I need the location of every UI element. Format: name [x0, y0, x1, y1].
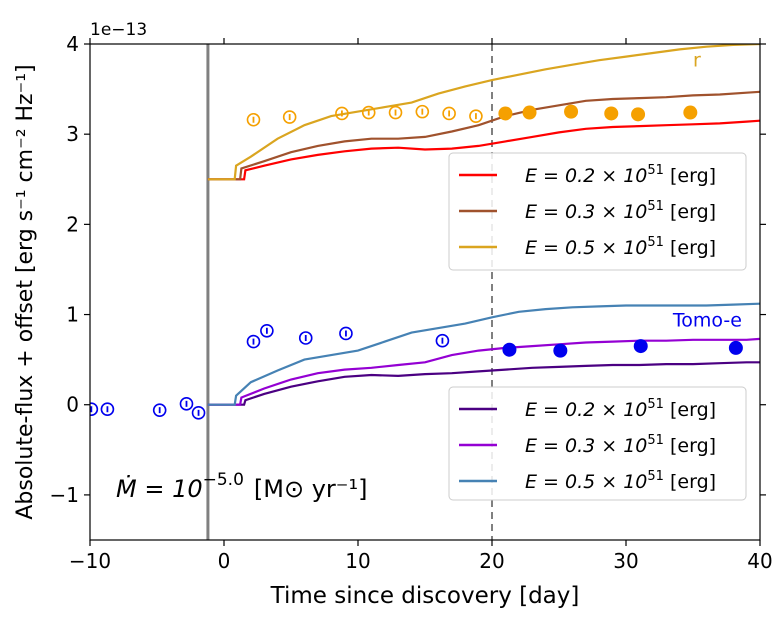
svg-text:E = 0.3 × 1051 [erg]: E = 0.3 × 1051 [erg]: [525, 433, 716, 457]
plot-frame: [89, 43, 761, 541]
open-point-r-3: [361, 105, 376, 120]
open-point-tomoe-3: [179, 397, 194, 411]
legend-entry-0-1: E = 0.3 × 1051 [erg]: [459, 199, 716, 223]
mdot-unit: [M⊙ yr⁻¹]: [254, 475, 368, 503]
y-tick-label-1: 0: [66, 393, 79, 417]
legend-entry-0-0: E = 0.2 × 1051 [erg]: [459, 163, 716, 187]
open-point-r-4: [388, 105, 403, 120]
y-tick-label-3: 2: [66, 212, 79, 236]
series-line-1: [207, 90, 760, 181]
filled-point-r-3: [604, 106, 619, 121]
legend-right-lower: E = 0.2 × 1051 [erg] E = 0.3 × 1051 [erg]…: [448, 386, 747, 501]
filled-point-r-1: [522, 105, 537, 120]
series-lines: [207, 44, 760, 406]
x-tick-label-4: 30: [613, 549, 638, 573]
mdot-prefix: Ṁ = 10: [116, 474, 203, 503]
filled-point-tomoe-3: [728, 340, 743, 355]
mdot-exponent: −5.0: [203, 470, 244, 490]
x-axis-label: Time since discovery [day]: [270, 583, 580, 609]
mdot-annotation: Ṁ = 10−5.0 [M⊙ yr⁻¹]: [116, 470, 367, 503]
band-label-r: r: [693, 50, 701, 72]
legend-entry-1-1: E = 0.3 × 1051 [erg]: [459, 433, 716, 457]
legends: E = 0.2 × 1051 [erg] E = 0.3 × 1051 [erg]…: [448, 152, 747, 501]
legend-entry-1-2: E = 0.5 × 1051 [erg]: [459, 469, 716, 493]
filled-point-r-5: [683, 105, 698, 120]
open-point-tomoe-8: [339, 326, 353, 341]
open-point-tomoe-2: [152, 403, 167, 417]
open-point-tomoe-6: [246, 334, 261, 349]
open-point-tomoe-7: [298, 331, 313, 345]
x-tick-label-1: 0: [218, 549, 231, 573]
x-tick-label-2: 10: [345, 549, 370, 573]
legend-right-upper: E = 0.2 × 1051 [erg] E = 0.3 × 1051 [erg]…: [448, 152, 747, 271]
y-tick-label-4: 3: [66, 122, 79, 146]
filled-point-tomoe-1: [553, 343, 568, 358]
legend-entry-0-2: E = 0.5 × 1051 [erg]: [459, 235, 716, 259]
x-tick-label-0: −10: [69, 549, 111, 573]
svg-text:E = 0.3 × 1051 [erg]: E = 0.3 × 1051 [erg]: [525, 199, 716, 223]
series-line-4: [207, 337, 760, 406]
open-point-r-2: [335, 106, 349, 121]
open-point-r-5: [415, 104, 430, 119]
open-point-r-7: [469, 109, 483, 123]
band-label-tomoe: Tomo-e: [672, 309, 742, 331]
y-axis-label: Absolute-flux + offset [erg s⁻¹ cm⁻² Hz⁻…: [13, 64, 38, 519]
filled-point-tomoe-0: [502, 342, 517, 357]
open-point-tomoe-1: [100, 402, 115, 417]
filled-point-tomoe-2: [633, 339, 648, 354]
open-point-tomoe-9: [435, 333, 450, 348]
x-tick-label-3: 20: [479, 549, 504, 573]
open-point-r-1: [282, 110, 297, 124]
series-line-2: [207, 44, 760, 181]
svg-text:E = 0.5 × 1051 [erg]: E = 0.5 × 1051 [erg]: [525, 469, 716, 493]
open-point-tomoe-0: [90, 402, 99, 417]
svg-text:E = 0.2 × 1051 [erg]: E = 0.2 × 1051 [erg]: [525, 163, 716, 187]
y-multiplier-label: 1e−13: [90, 20, 147, 40]
y-tick-label-2: 1: [66, 303, 79, 327]
open-point-r-6: [442, 106, 456, 121]
filled-point-r-4: [631, 107, 646, 122]
legend-entry-1-0: E = 0.2 × 1051 [erg]: [459, 397, 716, 421]
markers: [90, 104, 743, 420]
filled-point-r-0: [498, 106, 513, 121]
series-line-3: [207, 361, 760, 406]
filled-point-r-2: [564, 104, 579, 119]
open-point-tomoe-4: [191, 406, 206, 420]
series-line-0: [207, 119, 760, 181]
open-point-r-0: [246, 112, 261, 127]
svg-text:E = 0.5 × 1051 [erg]: E = 0.5 × 1051 [erg]: [525, 235, 716, 259]
svg-text:E = 0.2 × 1051 [erg]: E = 0.2 × 1051 [erg]: [525, 397, 716, 421]
series-line-5: [207, 302, 760, 406]
y-tick-label-0: −1: [50, 483, 79, 507]
y-tick-label-5: 4: [66, 32, 79, 56]
open-point-tomoe-5: [260, 323, 274, 338]
x-tick-label-5: 40: [747, 549, 772, 573]
